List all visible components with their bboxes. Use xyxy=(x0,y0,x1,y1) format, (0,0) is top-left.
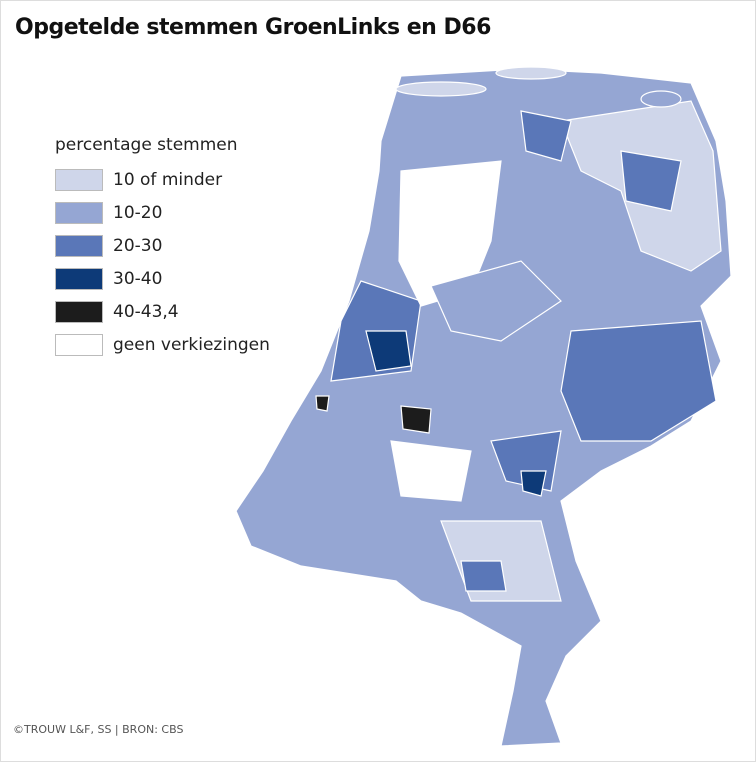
legend-label: 10 of minder xyxy=(113,169,223,190)
legend-label: 20-30 xyxy=(113,235,163,256)
island xyxy=(640,90,682,108)
region xyxy=(560,320,717,442)
legend-item: 20-30 xyxy=(55,229,270,262)
title: Opgetelde stemmen GroenLinks en D66 xyxy=(15,15,491,40)
region xyxy=(365,330,412,372)
legend: percentage stemmen 10 of minder 10-20 20-3… xyxy=(55,135,270,361)
country-shape xyxy=(235,68,732,747)
island xyxy=(495,66,567,80)
legend-item: 10 of minder xyxy=(55,163,270,196)
legend-label: 10-20 xyxy=(113,202,163,223)
legend-swatch xyxy=(55,201,103,224)
legend-swatch xyxy=(55,234,103,257)
legend-swatch xyxy=(55,333,103,356)
island xyxy=(395,81,487,97)
credit: ©TROUW L&F, SS | BRON: CBS xyxy=(13,723,184,736)
region xyxy=(620,150,682,212)
legend-swatch xyxy=(55,168,103,191)
region xyxy=(520,110,572,162)
region xyxy=(430,260,562,342)
region xyxy=(460,560,507,592)
region xyxy=(400,405,432,434)
legend-item: geen verkiezingen xyxy=(55,328,270,361)
legend-label: 30-40 xyxy=(113,268,163,289)
legend-swatch xyxy=(55,267,103,290)
region xyxy=(390,440,472,502)
legend-item: 40-43,4 xyxy=(55,295,270,328)
region xyxy=(315,395,330,412)
legend-title: percentage stemmen xyxy=(55,135,238,155)
legend-swatch xyxy=(55,300,103,323)
legend-items: 10 of minder 10-20 20-30 30-40 40-43,4 geen v… xyxy=(55,163,270,361)
region xyxy=(520,470,547,497)
legend-item: 30-40 xyxy=(55,262,270,295)
legend-item: 10-20 xyxy=(55,196,270,229)
legend-label: 40-43,4 xyxy=(113,301,179,322)
legend-label: geen verkiezingen xyxy=(113,334,270,355)
